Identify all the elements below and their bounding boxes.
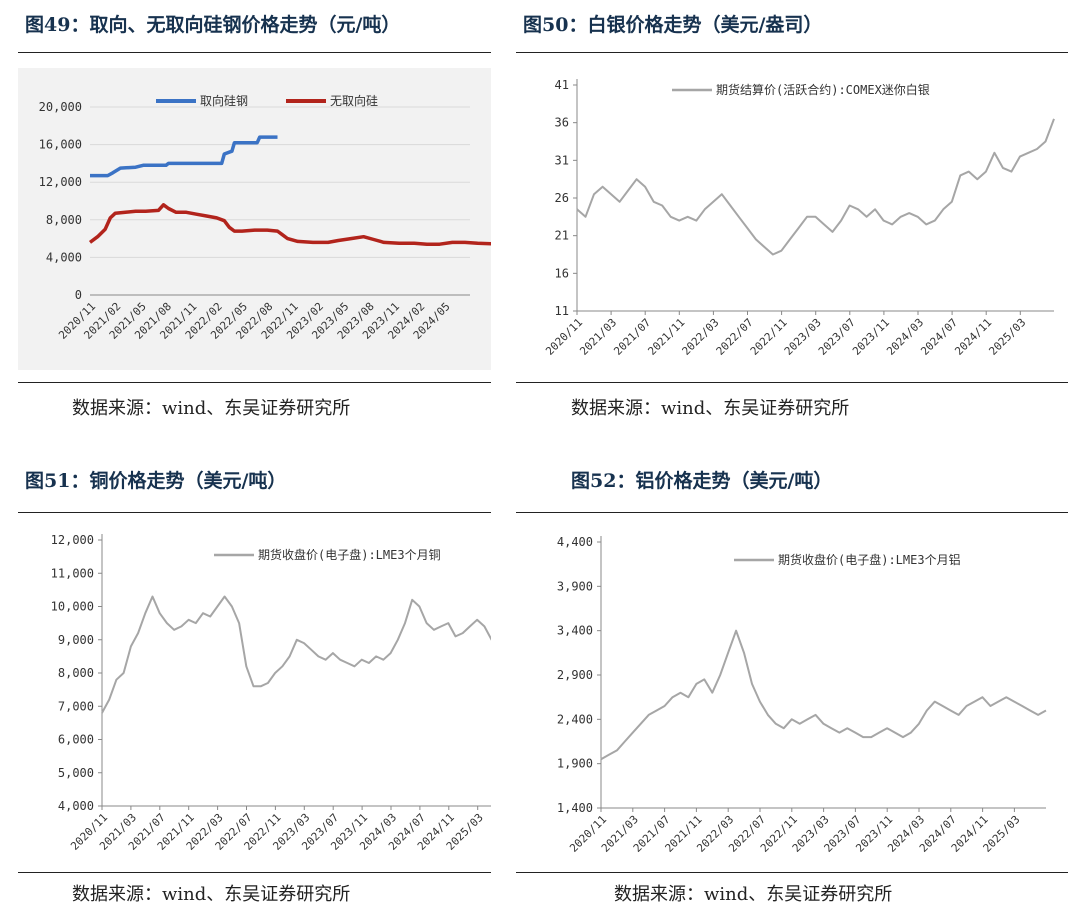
source-rule	[516, 382, 1068, 383]
y-tick-label: 10,000	[51, 600, 94, 614]
y-tick-label: 41	[555, 78, 569, 92]
title-rule	[18, 52, 491, 53]
source-rule	[18, 382, 491, 383]
plot-background	[18, 68, 491, 370]
chart-svg: 4,000 5,000 6,000 7,000 8,000 9,000 10,000 11,0…	[51, 533, 491, 853]
y-tick-label: 12,000	[39, 175, 82, 189]
y-tick-label: 0	[75, 288, 82, 302]
y-tick-label: 16,000	[39, 138, 82, 152]
y-tick-label: 20,000	[39, 100, 82, 114]
source-note: 数据来源：wind、东吴证券研究所	[72, 884, 351, 905]
legend-label: 期货收盘价(电子盘):LME3个月铜	[258, 547, 441, 562]
y-tick-label: 12,000	[51, 533, 94, 547]
y-tick-label: 1,900	[557, 757, 593, 771]
y-tick-label: 11	[555, 304, 569, 318]
y-tick-label: 2,400	[557, 712, 593, 726]
y-tick-label: 3,900	[557, 579, 593, 593]
legend-label: 取向硅钢	[200, 93, 248, 108]
x-tick-label: 2025/03	[986, 316, 1028, 358]
series-line-1	[90, 135, 278, 178]
chart-title: 图52：铝价格走势（美元/吨）	[571, 470, 833, 492]
chart-title: 图50：白银价格走势（美元/盎司）	[523, 14, 823, 36]
series-line-1	[101, 595, 491, 714]
y-tick-label: 11,000	[51, 566, 94, 580]
y-tick-label: 26	[555, 191, 569, 205]
y-tick-label: 4,400	[557, 535, 593, 549]
chart-svg: 111621263136412020/112021/032021/072021/…	[543, 78, 1055, 358]
y-tick-label: 2,900	[557, 668, 593, 682]
y-tick-label: 16	[555, 266, 569, 280]
chart-svg: 04,0008,00012,00016,00020,0002020/112021…	[39, 93, 491, 342]
y-tick-label: 31	[555, 153, 569, 167]
y-tick-label: 1,400	[557, 801, 593, 815]
legend-label: 期货收盘价(电子盘):LME3个月铝	[778, 552, 961, 567]
y-tick-label: 36	[555, 116, 569, 130]
y-tick-label: 4,000	[46, 250, 82, 264]
y-tick-label: 4,000	[58, 799, 94, 813]
source-rule	[18, 872, 491, 873]
legend-label: 无取向硅	[330, 93, 378, 108]
y-tick-label: 9,000	[58, 633, 94, 647]
source-rule	[516, 872, 1068, 873]
title-rule	[18, 512, 491, 513]
y-tick-label: 21	[555, 229, 569, 243]
chart-title: 图49：取向、无取向硅钢价格走势（元/吨）	[25, 14, 401, 36]
series-line-2	[88, 203, 491, 246]
series-line-1	[576, 118, 1055, 256]
source-note: 数据来源：wind、东吴证券研究所	[571, 398, 850, 419]
y-tick-label: 6,000	[58, 733, 94, 747]
series-line-1	[600, 629, 1047, 761]
title-rule	[516, 52, 1068, 53]
chart-title: 图51：铜价格走势（美元/吨）	[25, 470, 287, 492]
y-tick-label: 8,000	[58, 666, 94, 680]
y-tick-label: 8,000	[46, 213, 82, 227]
chart-svg: 1,4001,9002,4002,9003,4003,9004,4002020/…	[557, 535, 1047, 855]
source-note: 数据来源：wind、东吴证券研究所	[72, 398, 351, 419]
legend-label: 期货结算价(活跃合约):COMEX迷你白银	[716, 82, 930, 97]
y-tick-label: 3,400	[557, 624, 593, 638]
y-tick-label: 5,000	[58, 766, 94, 780]
title-rule	[516, 512, 1068, 513]
y-tick-label: 7,000	[58, 699, 94, 713]
source-note: 数据来源：wind、东吴证券研究所	[614, 884, 893, 905]
